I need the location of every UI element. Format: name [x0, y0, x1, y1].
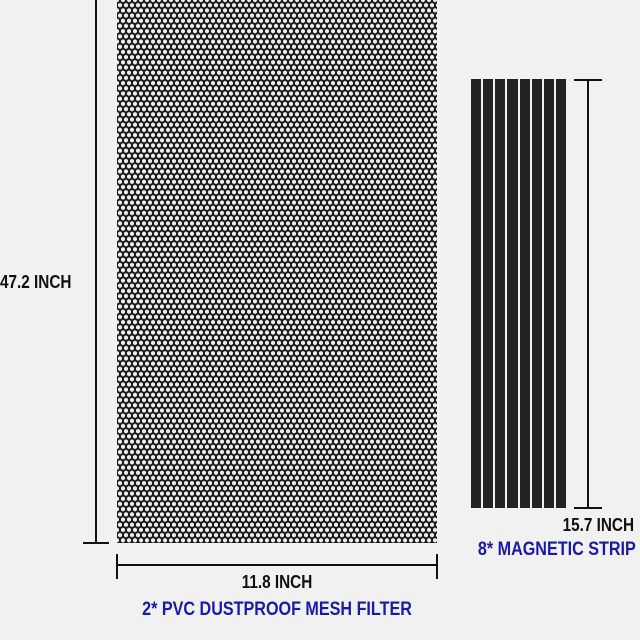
strip [471, 79, 482, 508]
height-label: 47.2 INCH [0, 272, 72, 292]
strip-length-label: 15.7 INCH [562, 515, 634, 535]
strip [495, 79, 506, 508]
strip [543, 79, 554, 508]
width-dimension-cap-right [436, 554, 438, 579]
strip-dimension-cap-bottom [574, 507, 602, 509]
mesh-filter-title: 2* PVC DUSTPROOF MESH FILTER [142, 599, 412, 620]
strip [519, 79, 530, 508]
strip [483, 79, 494, 508]
magnetic-strips-image [471, 79, 566, 508]
strip [531, 79, 542, 508]
width-dimension-line [117, 564, 437, 566]
width-dimension-cap-left [116, 554, 118, 579]
strip [555, 79, 566, 508]
magnetic-strip-title: 8* MAGNETIC STRIP [478, 539, 636, 560]
mesh-filter-image [117, 0, 437, 543]
strip-dimension-line [587, 80, 589, 508]
height-dimension-line [95, 0, 97, 543]
width-label: 11.8 INCH [241, 572, 313, 592]
strip-dimension-cap-top [574, 79, 602, 81]
strip [507, 79, 518, 508]
height-dimension-cap [83, 542, 109, 544]
